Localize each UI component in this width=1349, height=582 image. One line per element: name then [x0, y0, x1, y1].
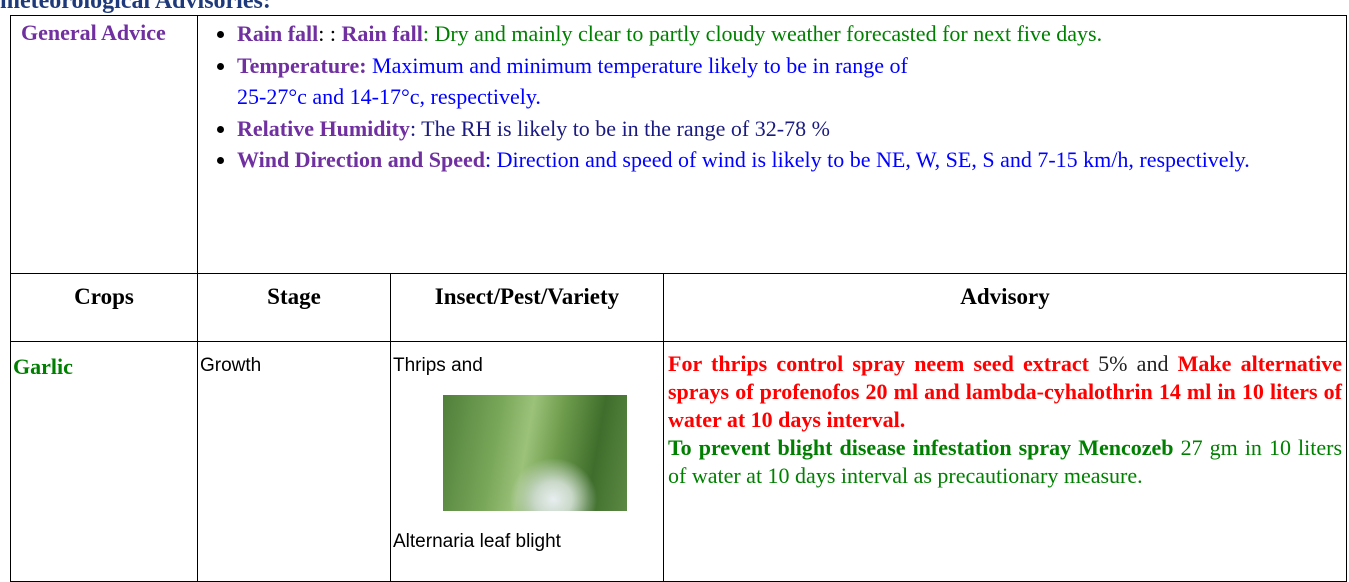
advice-key: Rain fall: [237, 21, 318, 46]
advice-list: Rain fall: : Rain fall: Dry and mainly c…: [198, 16, 1346, 176]
pest: Alternaria leaf blight: [393, 531, 663, 553]
advisory-table: General Advice Rain fall: : Rain fall: D…: [10, 15, 1347, 582]
header-cell: Stage: [198, 274, 391, 342]
header-cell: Advisory: [664, 274, 1347, 342]
crop-cell: Garlic: [11, 342, 198, 582]
stage-cell: Growth: [198, 342, 391, 582]
pest-cell: Thrips and Alternaria leaf blight: [391, 342, 664, 582]
advice-text: : The RH is likely to be in the range of…: [410, 116, 830, 141]
advisory-text: To prevent blight disease infestation sp…: [668, 435, 1174, 460]
advice-item: Temperature: Maximum and minimum tempera…: [237, 50, 1338, 113]
header-cell: Insect/Pest/Variety: [391, 274, 664, 342]
advice-key: Relative Humidity: [237, 116, 410, 141]
advice-text: 25-27°c and 14-17°c, respectively.: [237, 84, 541, 109]
advice-key: Wind Direction and Speed: [237, 147, 485, 172]
advice-text: : Dry and mainly clear to partly cloudy …: [423, 21, 1102, 46]
advice-text: : :: [318, 21, 341, 46]
advice-item: Wind Direction and Speed: Direction and …: [237, 144, 1338, 176]
advisory-cell: For thrips control spray neem seed extra…: [664, 342, 1347, 582]
page: meteorological Advisories: General Advic…: [0, 0, 1349, 573]
advisory-text: For thrips control spray neem seed extra…: [668, 351, 1089, 376]
label: General Advice: [21, 20, 166, 45]
advice-text: Maximum and minimum temperature likely t…: [367, 53, 908, 78]
advice-key: Rain fall: [342, 21, 423, 46]
advice-item: Relative Humidity: The RH is likely to b…: [237, 113, 1338, 145]
header-cell: Crops: [11, 274, 198, 342]
advice-key: Temperature:: [237, 53, 367, 78]
advice-item: Rain fall: : Rain fall: Dry and mainly c…: [237, 18, 1338, 50]
pest-photo: [443, 395, 627, 511]
advisory-text: 5% and: [1089, 351, 1178, 376]
advice-text: : Direction and speed of wind is likely …: [485, 147, 1250, 172]
general-advice-cell: Rain fall: : Rain fall: Dry and mainly c…: [198, 16, 1347, 274]
general-advice-label: General Advice: [11, 16, 198, 274]
section-heading: meteorological Advisories:: [0, 0, 271, 15]
crop: Garlic: [13, 354, 73, 379]
pest: Thrips and: [393, 355, 663, 377]
stage: Growth: [200, 355, 261, 376]
